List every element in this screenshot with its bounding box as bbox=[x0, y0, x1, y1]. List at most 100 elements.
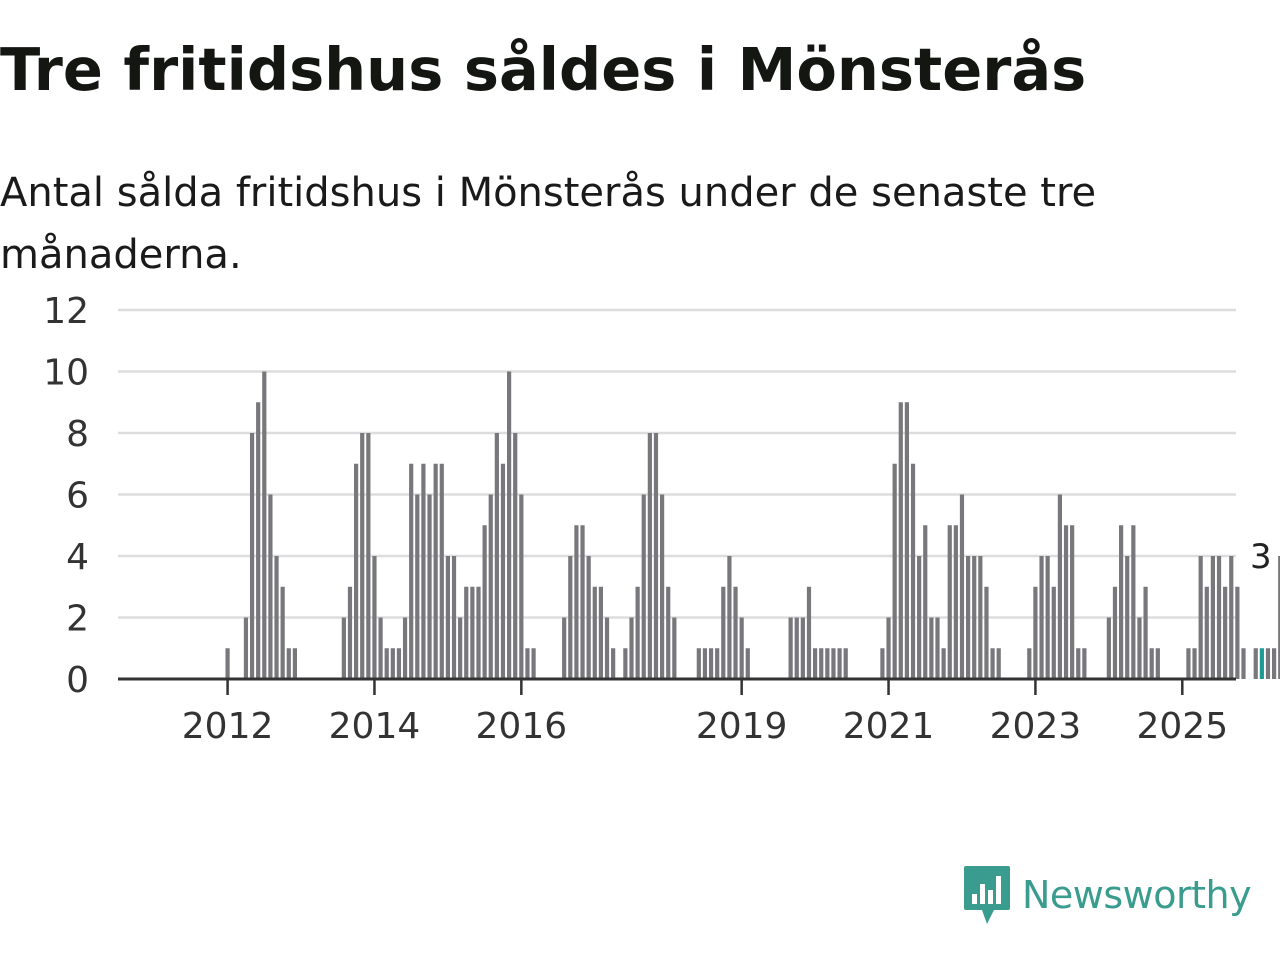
bar bbox=[360, 433, 365, 679]
y-tick-label: 4 bbox=[66, 537, 89, 578]
bar bbox=[372, 556, 377, 679]
bar bbox=[292, 648, 297, 679]
bar bbox=[831, 648, 836, 679]
bar bbox=[1033, 586, 1038, 679]
bar bbox=[990, 648, 995, 679]
bar bbox=[347, 586, 353, 679]
bar bbox=[666, 586, 671, 679]
bar bbox=[647, 433, 652, 679]
bar bbox=[1235, 586, 1240, 679]
bar bbox=[1143, 586, 1148, 679]
bar bbox=[941, 648, 946, 679]
bar bbox=[898, 402, 903, 679]
bar bbox=[739, 617, 744, 679]
bar bbox=[696, 648, 701, 679]
newsworthy-logo-icon bbox=[964, 866, 1010, 924]
bar bbox=[947, 525, 952, 679]
bar bbox=[996, 648, 1001, 679]
bar bbox=[378, 617, 383, 679]
bar bbox=[1063, 525, 1069, 679]
bar bbox=[592, 586, 597, 679]
bar bbox=[727, 556, 732, 679]
bar bbox=[507, 371, 512, 679]
bar bbox=[488, 494, 493, 679]
bar bbox=[635, 586, 640, 679]
bar bbox=[445, 556, 450, 679]
bar bbox=[813, 648, 818, 679]
bar bbox=[225, 648, 230, 679]
bar bbox=[1155, 648, 1160, 679]
bar bbox=[702, 648, 708, 679]
bar bbox=[886, 617, 891, 679]
bar bbox=[574, 525, 579, 679]
bar bbox=[396, 648, 402, 679]
bar bbox=[660, 494, 665, 679]
bar bbox=[904, 402, 909, 679]
x-tick-label: 2025 bbox=[1136, 706, 1228, 747]
bar bbox=[562, 617, 567, 679]
bar bbox=[959, 494, 965, 679]
bar bbox=[715, 648, 720, 679]
bar bbox=[843, 648, 848, 679]
bar bbox=[451, 556, 457, 679]
bar bbox=[733, 586, 738, 679]
bar bbox=[390, 648, 395, 679]
bar bbox=[984, 586, 989, 679]
bar bbox=[745, 648, 750, 679]
annotation-bubble bbox=[1243, 540, 1276, 572]
bar bbox=[1119, 525, 1124, 679]
bar-highlight bbox=[1259, 648, 1264, 679]
bar bbox=[604, 617, 610, 679]
bar bbox=[249, 433, 255, 679]
bars bbox=[225, 371, 1280, 679]
bar bbox=[1027, 648, 1032, 679]
y-tick-label: 2 bbox=[66, 599, 89, 640]
bar bbox=[482, 525, 487, 679]
bar bbox=[1278, 556, 1280, 679]
bar bbox=[433, 463, 438, 679]
bar-chart: 0 2 4 6 8 10 12 2012 2014 2016 2019 2021 2023 2025 3 bbox=[43, 291, 1280, 747]
bar bbox=[1082, 648, 1087, 679]
bar bbox=[1229, 556, 1234, 679]
x-tick-label: 2012 bbox=[182, 706, 274, 747]
bar bbox=[1039, 556, 1044, 679]
bar bbox=[256, 402, 261, 679]
bar bbox=[500, 463, 506, 679]
newsworthy-logo[interactable]: Newsworthy bbox=[962, 864, 1252, 926]
bar bbox=[1076, 648, 1081, 679]
bar bbox=[1198, 556, 1203, 679]
bar bbox=[837, 648, 842, 679]
x-tick-label: 2023 bbox=[990, 706, 1082, 747]
bar bbox=[929, 617, 934, 679]
bar bbox=[794, 617, 799, 679]
bar bbox=[531, 648, 536, 679]
bar bbox=[494, 433, 499, 679]
bar bbox=[819, 648, 824, 679]
y-tick-label: 8 bbox=[66, 414, 89, 455]
bar bbox=[568, 556, 573, 679]
bar bbox=[409, 463, 414, 679]
bar bbox=[274, 556, 279, 679]
bar bbox=[708, 648, 714, 679]
bar bbox=[366, 433, 371, 679]
bar bbox=[1045, 556, 1050, 679]
bar bbox=[1210, 556, 1215, 679]
bar bbox=[623, 648, 628, 679]
bar bbox=[1241, 648, 1246, 679]
y-tick-label: 0 bbox=[66, 660, 89, 701]
bar bbox=[341, 617, 346, 679]
bar bbox=[1223, 586, 1228, 679]
bar bbox=[1070, 525, 1075, 679]
bar bbox=[1051, 586, 1056, 679]
bar bbox=[470, 586, 475, 679]
bar bbox=[800, 617, 805, 679]
bar bbox=[476, 586, 481, 679]
bar bbox=[598, 586, 603, 679]
bar bbox=[243, 617, 249, 679]
bar bbox=[653, 433, 659, 679]
x-axis-ticks: 2012 2014 2016 2019 2021 2023 2025 bbox=[182, 679, 1228, 747]
bar bbox=[910, 463, 916, 679]
chart-title: Tre fritidshus såldes i Mönsterås bbox=[0, 35, 1087, 104]
bar bbox=[1057, 494, 1062, 679]
bar bbox=[806, 586, 812, 679]
